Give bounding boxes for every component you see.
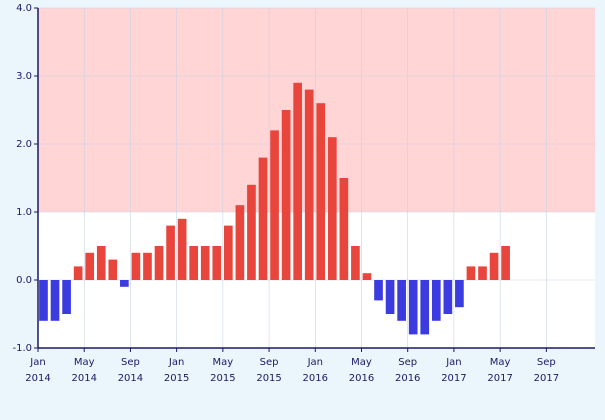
bar — [247, 184, 256, 280]
bar — [316, 103, 326, 280]
bar — [177, 218, 187, 280]
bar — [189, 246, 199, 280]
bar — [408, 280, 418, 335]
x-tick-label: Jan 2017 — [441, 357, 466, 384]
bar — [39, 280, 48, 321]
bar — [235, 205, 245, 280]
bar — [420, 280, 430, 335]
bar — [351, 246, 360, 280]
bar — [73, 266, 83, 280]
bar — [166, 225, 175, 280]
x-tick-label: Sep 2017 — [534, 357, 559, 384]
bar — [270, 130, 279, 280]
x-tick-label: Sep 2014 — [118, 357, 143, 384]
x-tick-label: May 2014 — [71, 357, 96, 384]
bar — [62, 280, 71, 314]
y-tick-label: 0.0 — [16, 275, 32, 286]
x-tick-label: May 2015 — [210, 357, 235, 384]
bar — [304, 89, 314, 280]
x-tick-label: Sep 2015 — [256, 357, 281, 384]
bar — [455, 280, 464, 308]
bar — [224, 225, 233, 280]
bar — [96, 246, 106, 280]
bar — [85, 252, 95, 280]
bar — [501, 246, 510, 280]
y-tick-label: 4.0 — [16, 3, 32, 14]
bar — [327, 137, 337, 280]
x-tick-label: Jan 2015 — [164, 357, 189, 384]
y-tick-label: 2.0 — [16, 139, 32, 150]
bar — [443, 280, 453, 314]
bar — [131, 252, 141, 280]
x-tick-label: Jan 2014 — [25, 357, 50, 384]
bar — [466, 266, 476, 280]
bar — [143, 252, 152, 280]
bar — [362, 273, 372, 280]
x-tick-label: Sep 2016 — [395, 357, 420, 384]
bar — [431, 280, 441, 321]
bar — [108, 259, 118, 280]
bar — [339, 178, 349, 280]
bar — [258, 157, 268, 280]
x-tick-label: Jan 2016 — [303, 357, 328, 384]
y-tick-label: 1.0 — [16, 207, 32, 218]
y-tick-label: 3.0 — [16, 71, 32, 82]
y-tick-label: -1.0 — [12, 343, 32, 354]
bar — [154, 246, 164, 280]
bar — [200, 246, 210, 280]
bar — [374, 280, 383, 301]
bar — [120, 280, 129, 287]
bar — [385, 280, 395, 314]
bar — [489, 252, 499, 280]
bar — [293, 82, 302, 280]
bar — [281, 110, 291, 280]
x-tick-label: May 2016 — [349, 357, 374, 384]
bar — [50, 280, 60, 321]
x-tick-label: May 2017 — [487, 357, 512, 384]
bar — [478, 266, 487, 280]
bar — [397, 280, 406, 321]
bar — [212, 246, 222, 280]
